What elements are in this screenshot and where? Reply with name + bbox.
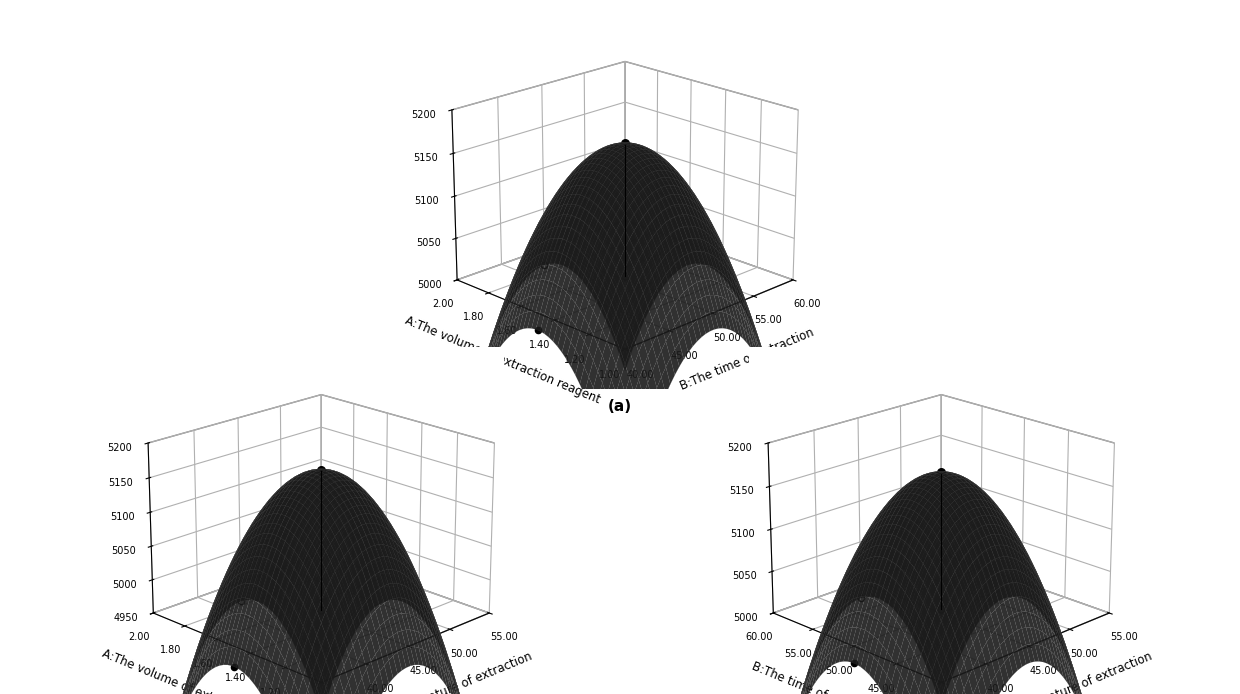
Y-axis label: B:The time of extraction: B:The time of extraction <box>750 659 888 694</box>
X-axis label: C:The temperature of extraction: C:The temperature of extraction <box>972 650 1154 694</box>
Y-axis label: A:The volume of extraction reagent: A:The volume of extraction reagent <box>99 647 299 694</box>
Text: (a): (a) <box>608 399 632 414</box>
X-axis label: B:The time of extraction: B:The time of extraction <box>678 326 816 393</box>
X-axis label: C:The temperature of extraction: C:The temperature of extraction <box>352 650 534 694</box>
Y-axis label: A:The volume of extraction reagent: A:The volume of extraction reagent <box>403 314 603 406</box>
